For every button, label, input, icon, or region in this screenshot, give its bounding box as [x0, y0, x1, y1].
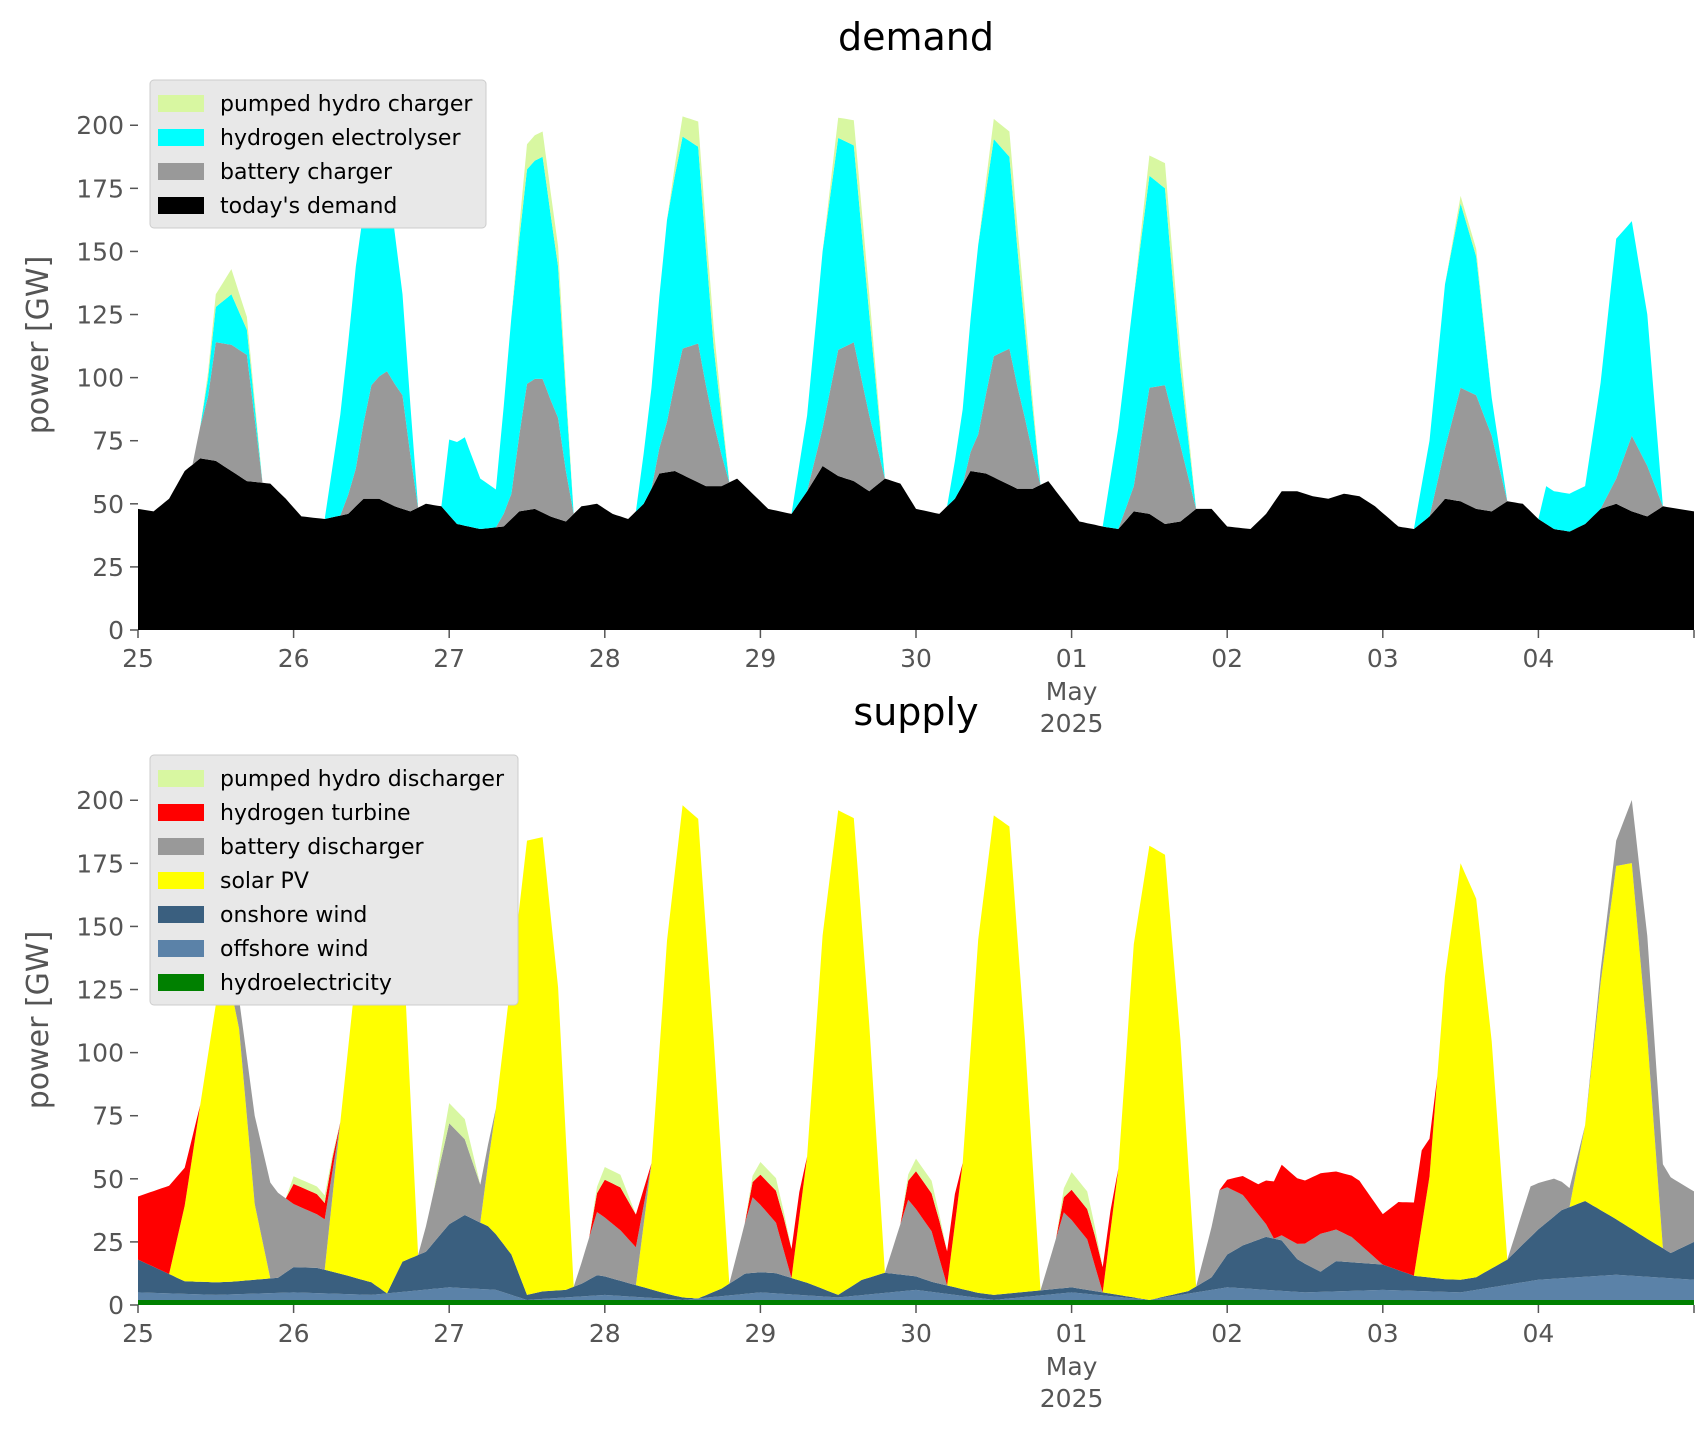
x-tick-sublabel: 2025 — [1040, 709, 1104, 738]
x-tick-sublabel: 2025 — [1040, 1384, 1104, 1413]
legend-label: onshore wind — [220, 903, 367, 928]
y-tick-label: 0 — [108, 1291, 124, 1320]
legend-label: battery discharger — [220, 835, 425, 860]
legend-swatch — [158, 940, 204, 957]
y-tick-label: 150 — [76, 912, 124, 941]
x-tick-label: 26 — [278, 1319, 310, 1348]
legend-swatch — [158, 838, 204, 855]
area-battery-discharger — [138, 800, 1694, 1293]
area-onshore-wind — [138, 1201, 1694, 1300]
x-tick-label: 03 — [1367, 644, 1399, 673]
area-today-s-demand — [138, 458, 1694, 630]
x-tick-sublabel: May — [1046, 677, 1098, 706]
area-hydrogen-turbine — [138, 800, 1694, 1293]
legend-label: today's demand — [220, 194, 397, 219]
y-tick-label: 100 — [76, 1039, 124, 1068]
legend-swatch — [158, 95, 204, 112]
y-tick-label: 75 — [92, 427, 124, 456]
x-tick-label: 27 — [433, 1319, 465, 1348]
y-tick-label: 0 — [108, 616, 124, 645]
x-tick-sublabel: May — [1046, 1352, 1098, 1381]
legend-label: solar PV — [220, 869, 309, 894]
x-tick-label: 30 — [900, 1319, 932, 1348]
legend-swatch — [158, 197, 204, 214]
legend-swatch — [158, 872, 204, 889]
x-tick-label: 01 — [1056, 644, 1088, 673]
y-tick-label: 50 — [92, 490, 124, 519]
legend-swatch — [158, 770, 204, 787]
y-tick-label: 125 — [76, 976, 124, 1005]
demand-y-axis-label: power [GW] — [21, 256, 56, 435]
x-tick-label: 04 — [1522, 1319, 1554, 1348]
legend-label: hydrogen electrolyser — [220, 126, 461, 151]
supply-y-axis-label: power [GW] — [21, 931, 56, 1110]
x-tick-label: 02 — [1211, 1319, 1243, 1348]
y-tick-label: 175 — [76, 849, 124, 878]
y-tick-label: 50 — [92, 1165, 124, 1194]
area-hydroelectricity — [138, 1300, 1694, 1305]
area-hydrogen-electrolyser — [138, 136, 1694, 532]
x-tick-label: 02 — [1211, 644, 1243, 673]
area-solar-pv — [138, 805, 1694, 1300]
area-offshore-wind — [138, 1274, 1694, 1300]
legend-label: pumped hydro discharger — [220, 767, 505, 792]
legend-label: battery charger — [220, 160, 393, 185]
x-tick-label: 27 — [433, 644, 465, 673]
legend-label: pumped hydro charger — [220, 92, 473, 117]
demand-areas — [138, 116, 1694, 630]
demand-legend: pumped hydro charger hydrogen electrolyse… — [149, 79, 487, 229]
y-tick-label: 25 — [92, 553, 124, 582]
y-tick-label: 200 — [76, 111, 124, 140]
y-tick-label: 175 — [76, 174, 124, 203]
legend-swatch — [158, 906, 204, 923]
x-tick-label: 28 — [589, 1319, 621, 1348]
supply-legend: pumped hydro discharger hydrogen turbine b… — [149, 754, 519, 1006]
legend-label: hydroelectricity — [220, 971, 392, 996]
area-battery-charger — [138, 342, 1694, 532]
x-tick-label: 29 — [744, 1319, 776, 1348]
demand-title: demand — [838, 15, 994, 59]
x-tick-label: 28 — [589, 644, 621, 673]
y-tick-label: 75 — [92, 1102, 124, 1131]
legend-box — [149, 79, 487, 229]
legend-swatch — [158, 129, 204, 146]
y-tick-label: 25 — [92, 1228, 124, 1257]
supply-areas — [138, 800, 1694, 1305]
legend-label: offshore wind — [220, 937, 369, 962]
y-tick-label: 200 — [76, 786, 124, 815]
legend-label: hydrogen turbine — [220, 801, 411, 826]
x-tick-label: 04 — [1522, 644, 1554, 673]
legend-swatch — [158, 974, 204, 991]
x-tick-label: 01 — [1056, 1319, 1088, 1348]
legend-box — [149, 754, 519, 1006]
supply-title: supply — [853, 690, 978, 734]
x-tick-label: 30 — [900, 644, 932, 673]
y-tick-label: 125 — [76, 301, 124, 330]
legend-swatch — [158, 163, 204, 180]
y-tick-label: 100 — [76, 364, 124, 393]
x-tick-label: 03 — [1367, 1319, 1399, 1348]
x-tick-label: 25 — [122, 644, 154, 673]
y-tick-label: 150 — [76, 237, 124, 266]
legend-swatch — [158, 804, 204, 821]
x-tick-label: 26 — [278, 644, 310, 673]
x-tick-label: 25 — [122, 1319, 154, 1348]
x-tick-label: 29 — [744, 644, 776, 673]
